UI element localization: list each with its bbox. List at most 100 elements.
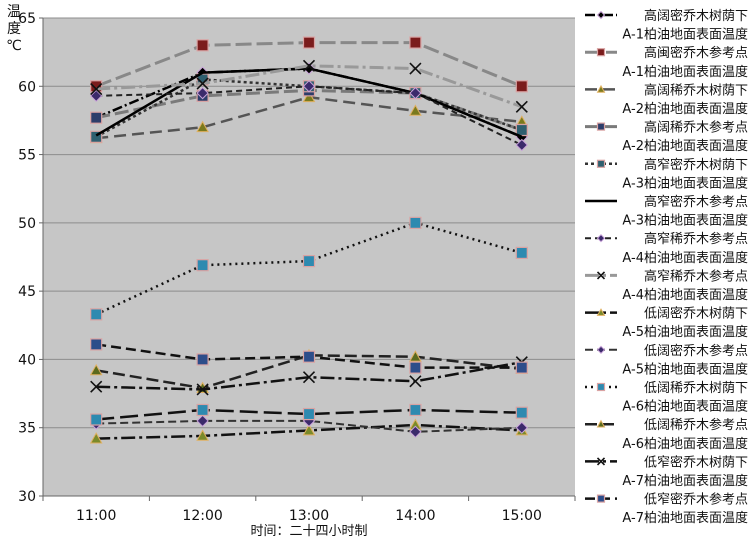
data-point xyxy=(596,233,606,243)
data-point xyxy=(409,104,422,116)
legend-item-continuation: A-6柏油地面表面温度 xyxy=(622,436,748,452)
legend-item-continuation: A-1柏油地面表面温度 xyxy=(622,64,748,80)
legend-label: 高阔稀乔木参考点 xyxy=(644,120,748,136)
data-point xyxy=(515,406,528,419)
series-14 xyxy=(90,403,528,426)
legend-label: 高阔密乔木树荫下 xyxy=(644,8,748,24)
data-point-stroke xyxy=(90,82,103,96)
legend-item-continuation: A-3柏油地面表面温度 xyxy=(622,175,748,191)
y-axis-label-char: 温 xyxy=(7,4,21,20)
data-point xyxy=(409,216,422,229)
y-tick-label: 55 xyxy=(18,148,36,164)
legend-item-continuation: A-4柏油地面表面温度 xyxy=(622,287,748,303)
data-point-stroke xyxy=(196,383,209,396)
data-point xyxy=(409,62,422,75)
data-point xyxy=(515,123,528,137)
data-point xyxy=(196,429,209,441)
data-point xyxy=(196,77,209,90)
legend-item: 高阔稀乔木树荫下 xyxy=(585,82,748,98)
legend-label: A-4柏油地面表面温度 xyxy=(622,287,748,303)
y-tick-label: 50 xyxy=(18,216,36,232)
data-point-stroke xyxy=(302,371,316,384)
series-10 xyxy=(90,216,528,321)
data-point xyxy=(90,413,103,426)
legend-label: 高窄密乔木树荫下 xyxy=(644,157,748,173)
x-tick-label: 15:00 xyxy=(502,508,542,524)
data-point-stroke xyxy=(515,100,528,113)
data-point xyxy=(302,59,316,72)
legend-label: 高阔稀乔木树荫下 xyxy=(644,82,748,98)
legend-item-continuation: A-2柏油地面表面温度 xyxy=(622,138,748,154)
data-point xyxy=(196,259,209,272)
legend-item-continuation: A-3柏油地面表面温度 xyxy=(622,213,748,229)
data-point xyxy=(596,419,606,428)
data-point xyxy=(596,84,606,93)
data-point xyxy=(90,82,103,96)
legend-label: A-6柏油地面表面温度 xyxy=(622,436,748,452)
legend-label: 低阔密乔木树荫下 xyxy=(644,306,748,322)
legend-label: 低阔稀乔木参考点 xyxy=(644,417,748,433)
legend-label: A-5柏油地面表面温度 xyxy=(622,361,748,377)
legend-label: 低窄密乔木树荫下 xyxy=(644,454,748,470)
x-tick-label: 12:00 xyxy=(182,508,222,524)
data-point xyxy=(409,36,422,49)
data-point-stroke xyxy=(596,457,606,466)
data-point xyxy=(409,425,422,439)
data-point-stroke xyxy=(409,62,422,75)
data-point xyxy=(515,80,528,93)
data-point xyxy=(596,457,606,466)
legend-label: A-7柏油地面表面温度 xyxy=(622,473,748,489)
legend-item: 低阔稀乔木参考点 xyxy=(585,417,748,433)
data-point xyxy=(89,432,103,444)
data-point xyxy=(90,338,103,351)
y-axis-label-char: 度 xyxy=(7,21,21,37)
legend-item-continuation: A-2柏油地面表面温度 xyxy=(622,101,748,117)
legend-item-continuation: A-5柏油地面表面温度 xyxy=(622,361,748,377)
series-7 xyxy=(90,59,528,113)
legend-label: 低窄密乔木参考点 xyxy=(644,492,748,508)
data-point xyxy=(196,414,209,428)
data-point xyxy=(596,48,606,57)
legend-label: 低阔密乔木参考点 xyxy=(644,343,748,359)
series-layer xyxy=(89,36,529,444)
data-point xyxy=(302,90,316,103)
legend-label: A-3柏油地面表面温度 xyxy=(622,213,748,229)
legend-item: 低窄密乔木树荫下 xyxy=(585,454,748,470)
y-axis-label: 温度℃ xyxy=(6,4,22,54)
legend-label: 高窄密乔木参考点 xyxy=(644,194,748,210)
legend-item-continuation: A-6柏油地面表面温度 xyxy=(622,399,748,415)
data-point xyxy=(90,308,103,321)
legend-label: A-6柏油地面表面温度 xyxy=(622,399,748,415)
data-point-stroke xyxy=(196,77,209,90)
data-point xyxy=(302,407,316,421)
y-tick-label: 40 xyxy=(18,352,36,368)
x-tick-label: 14:00 xyxy=(395,508,435,524)
legend-item-continuation: A-5柏油地面表面温度 xyxy=(622,324,748,340)
data-point xyxy=(90,111,103,124)
data-point xyxy=(196,39,209,52)
data-point xyxy=(409,361,422,374)
series-line xyxy=(95,354,522,390)
data-point xyxy=(89,363,103,376)
legend-label: A-2柏油地面表面温度 xyxy=(622,101,748,117)
data-point xyxy=(196,383,209,396)
data-point-stroke xyxy=(409,375,422,388)
legend-label: A-4柏油地面表面温度 xyxy=(622,250,748,266)
legend-item: 低阔密乔木参考点 xyxy=(585,343,748,359)
series-1 xyxy=(90,36,528,93)
data-point xyxy=(90,380,103,393)
data-point xyxy=(596,382,606,392)
series-line xyxy=(96,419,522,433)
data-point xyxy=(515,246,528,260)
y-tick-label: 35 xyxy=(18,421,36,437)
data-point xyxy=(196,353,209,366)
data-point xyxy=(596,271,606,280)
legend-label: A-1柏油地面表面温度 xyxy=(622,64,748,80)
legend-label: A-3柏油地面表面温度 xyxy=(622,175,748,191)
legend-item: 高窄密乔木参考点 xyxy=(585,194,748,210)
y-tick-label: 65 xyxy=(18,11,36,27)
data-point xyxy=(302,36,316,49)
data-point-stroke xyxy=(302,59,316,72)
data-point xyxy=(596,10,606,20)
y-axis-label-char: ℃ xyxy=(6,38,22,54)
